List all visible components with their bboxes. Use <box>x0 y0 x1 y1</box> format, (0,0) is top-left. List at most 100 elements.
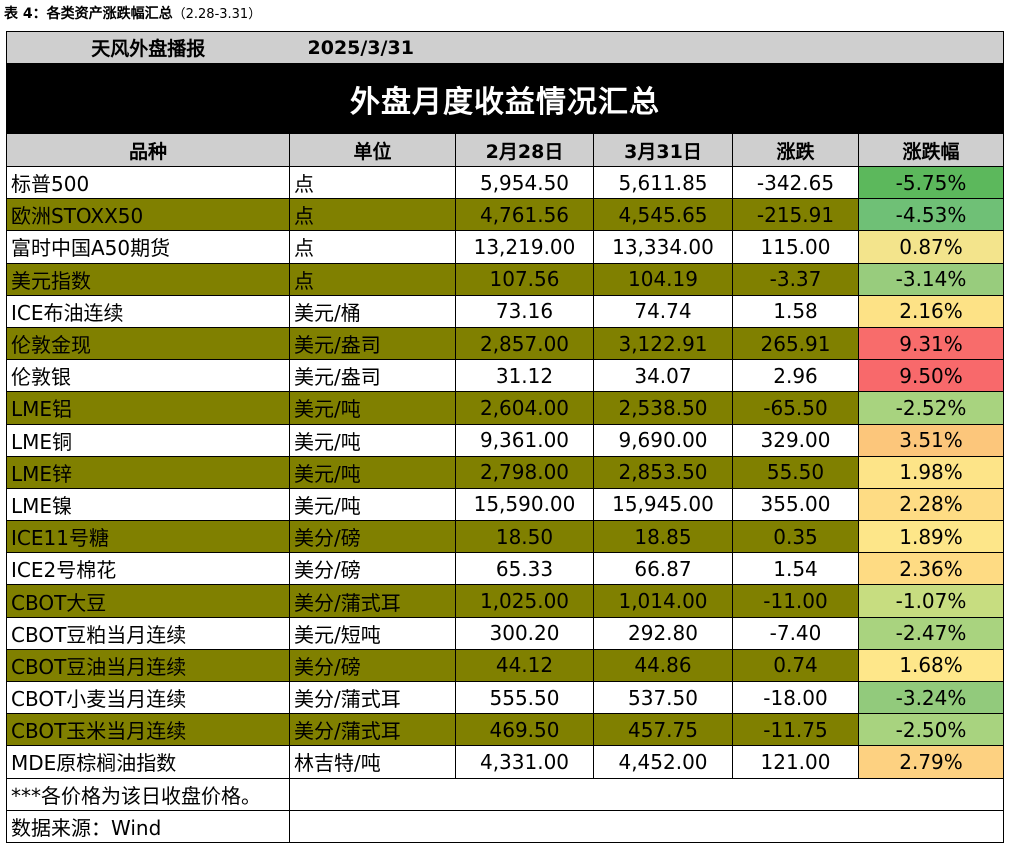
cell-pct: 1.98% <box>857 455 1005 489</box>
brand-date: 2025/3/31 <box>289 31 1005 64</box>
cell-name: 欧洲STOXX50 <box>6 198 290 232</box>
cell-change: 0.35 <box>732 520 859 554</box>
table-row: 标普500 点 5,954.50 5,611.85 -342.65 -5.75% <box>6 165 1005 200</box>
cell-unit: 点 <box>289 230 456 264</box>
note-row: ***各价格为该日收盘价格。 <box>6 777 1005 811</box>
table-row: CBOT玉米当月连续 美分/蒲式耳 469.50 457.75 -11.75 -2.50% <box>6 713 1005 747</box>
cell-feb28: 555.50 <box>455 680 594 715</box>
cell-name: CBOT玉米当月连续 <box>6 713 290 747</box>
cell-unit: 美元/盎司 <box>289 359 456 393</box>
cell-feb28: 469.50 <box>455 713 594 747</box>
cell-feb28: 9,361.00 <box>455 423 594 457</box>
table-row: ICE布油连续 美元/桶 73.16 74.74 1.58 2.16% <box>6 294 1005 328</box>
cell-mar31: 44.86 <box>593 648 733 683</box>
cell-pct: 2.16% <box>857 294 1005 328</box>
cell-change: 0.74 <box>732 648 859 683</box>
cell-pct: 3.51% <box>857 423 1005 457</box>
cell-feb28: 107.56 <box>455 262 594 296</box>
table-row: ICE11号糖 美分/磅 18.50 18.85 0.35 1.89% <box>6 520 1005 554</box>
title-row: 外盘月度收益情况汇总 <box>5 63 1005 134</box>
cell-change: 115.00 <box>732 230 859 264</box>
cell-change: -18.00 <box>732 680 859 715</box>
cell-unit: 美元/短吨 <box>289 616 456 650</box>
source-row: 数据来源：Wind <box>6 809 1005 843</box>
cell-pct: -5.75% <box>857 165 1005 200</box>
cell-mar31: 537.50 <box>593 680 733 715</box>
cell-mar31: 3,122.91 <box>593 326 733 361</box>
cell-change: -3.37 <box>732 262 859 296</box>
cell-name: 伦敦金现 <box>6 326 290 361</box>
table-row: LME铝 美元/吨 2,604.00 2,538.50 -65.50 -2.52% <box>6 391 1005 425</box>
cell-feb28: 1,025.00 <box>455 584 594 618</box>
cell-change: 55.50 <box>732 455 859 489</box>
cell-name: ICE布油连续 <box>6 294 290 328</box>
cell-feb28: 300.20 <box>455 616 594 650</box>
cell-pct: -2.47% <box>857 616 1005 650</box>
cell-mar31: 74.74 <box>593 294 733 328</box>
cell-unit: 林吉特/吨 <box>289 745 456 779</box>
cell-change: 329.00 <box>732 423 859 457</box>
table-row: CBOT小麦当月连续 美分/蒲式耳 555.50 537.50 -18.00 -3.24% <box>6 680 1005 715</box>
cell-pct: 9.31% <box>857 326 1005 361</box>
note-empty-cell <box>288 809 1005 843</box>
cell-unit: 美元/吨 <box>289 391 456 425</box>
cell-pct: -1.07% <box>857 584 1005 618</box>
column-header-unit: 单位 <box>289 133 456 167</box>
cell-pct: 1.89% <box>857 520 1005 554</box>
table-title: 外盘月度收益情况汇总 <box>5 63 1005 134</box>
cell-pct: -3.24% <box>857 680 1005 715</box>
cell-mar31: 15,945.00 <box>593 487 733 522</box>
cell-feb28: 44.12 <box>455 648 594 683</box>
cell-mar31: 104.19 <box>593 262 733 296</box>
cell-unit: 美分/蒲式耳 <box>289 680 456 715</box>
cell-change: 1.58 <box>732 294 859 328</box>
cell-unit: 美元/吨 <box>289 487 456 522</box>
cell-unit: 点 <box>289 262 456 296</box>
cell-pct: 9.50% <box>857 359 1005 393</box>
cell-unit: 美元/吨 <box>289 455 456 489</box>
cell-unit: 美分/磅 <box>289 520 456 554</box>
table-row: LME镍 美元/吨 15,590.00 15,945.00 355.00 2.28% <box>6 487 1005 522</box>
column-header-pct: 涨跌幅 <box>857 133 1005 167</box>
cell-name: CBOT大豆 <box>6 584 290 618</box>
cell-feb28: 2,857.00 <box>455 326 594 361</box>
cell-mar31: 13,334.00 <box>593 230 733 264</box>
caption-label: 表 4：各类资产涨跌幅汇总 <box>4 6 173 22</box>
cell-change: 121.00 <box>732 745 859 779</box>
cell-unit: 美分/磅 <box>289 648 456 683</box>
data-source-note: 数据来源：Wind <box>6 809 290 843</box>
cell-name: CBOT豆油当月连续 <box>6 648 290 683</box>
cell-feb28: 31.12 <box>455 359 594 393</box>
cell-name: CBOT豆粕当月连续 <box>6 616 290 650</box>
cell-pct: 2.79% <box>857 745 1005 779</box>
table-row: MDE原棕榈油指数 林吉特/吨 4,331.00 4,452.00 121.00 2.79… <box>6 745 1005 779</box>
column-header-row: 品种 单位 2月28日 3月31日 涨跌 涨跌幅 <box>6 133 1005 167</box>
table-row: 富时中国A50期货点 13,219.00 13,334.00 115.00 0.87% <box>6 230 1005 264</box>
cell-name: ICE2号棉花 <box>6 552 290 586</box>
cell-pct: -3.14% <box>857 262 1005 296</box>
cell-name: LME铜 <box>6 423 290 457</box>
cell-name: CBOT小麦当月连续 <box>6 680 290 715</box>
table-row: CBOT豆粕当月连续 美元/短吨 300.20 292.80 -7.40 -2.47% <box>6 616 1005 650</box>
asset-returns-table: 天风外盘播报 2025/3/31 外盘月度收益情况汇总 品种 单位 2月28日 … <box>5 31 1005 843</box>
table-caption: 表 4：各类资产涨跌幅汇总（2.28-3.31） <box>4 3 261 25</box>
cell-name: 富时中国A50期货 <box>6 230 290 264</box>
cell-mar31: 2,538.50 <box>593 391 733 425</box>
cell-feb28: 18.50 <box>455 520 594 554</box>
cell-unit: 美元/吨 <box>289 423 456 457</box>
cell-unit: 美分/磅 <box>289 552 456 586</box>
table-row: 伦敦金现 美元/盎司 2,857.00 3,122.91 265.91 9.31% <box>6 326 1005 361</box>
cell-pct: 2.28% <box>857 487 1005 522</box>
cell-name: ICE11号糖 <box>6 520 290 554</box>
cell-change: -11.00 <box>732 584 859 618</box>
cell-pct: 0.87% <box>857 230 1005 264</box>
cell-mar31: 4,452.00 <box>593 745 733 779</box>
cell-feb28: 4,761.56 <box>455 198 594 232</box>
cell-mar31: 34.07 <box>593 359 733 393</box>
cell-pct: 1.68% <box>857 648 1005 683</box>
cell-feb28: 65.33 <box>455 552 594 586</box>
cell-change: -342.65 <box>732 165 859 200</box>
cell-mar31: 18.85 <box>593 520 733 554</box>
cell-pct: -2.50% <box>857 713 1005 747</box>
column-header-name: 品种 <box>6 133 290 167</box>
